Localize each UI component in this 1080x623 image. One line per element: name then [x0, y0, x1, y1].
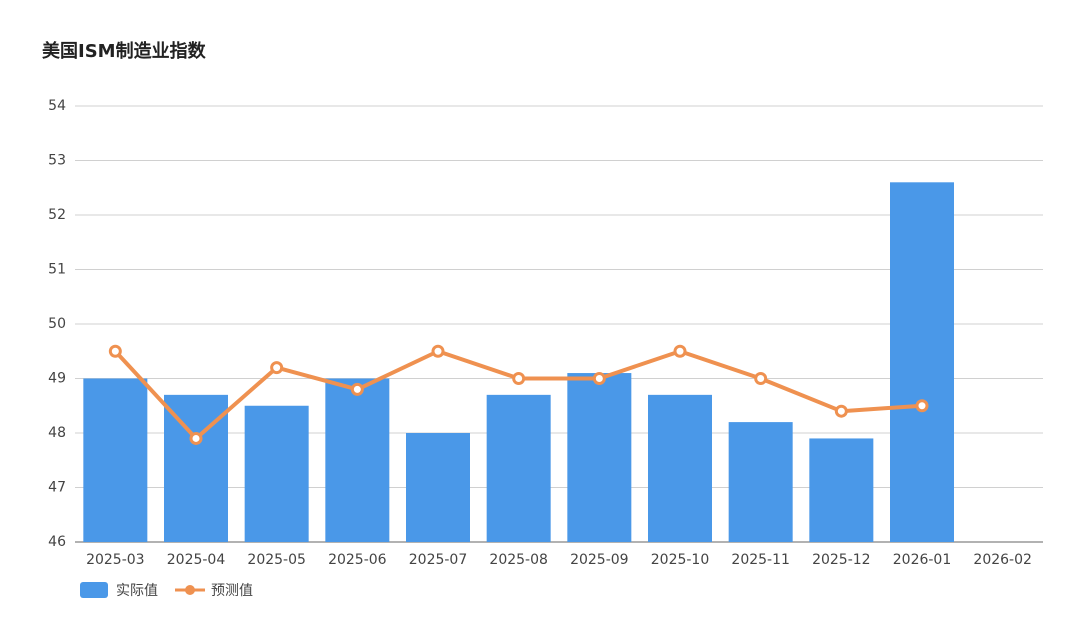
y-tick-label: 52 — [48, 207, 66, 223]
line-point — [512, 372, 526, 385]
chart-title: 美国ISM制造业指数 — [42, 40, 207, 62]
y-tick-label: 48 — [48, 425, 66, 441]
x-tick-label: 2025-11 — [731, 552, 790, 568]
legend-label: 预测值 — [211, 583, 253, 599]
x-tick-label: 2025-07 — [409, 552, 468, 568]
legend-swatch — [185, 585, 195, 595]
bar — [809, 438, 874, 542]
bar — [406, 433, 470, 542]
x-tick-label: 2025-05 — [247, 552, 306, 568]
x-tick-label: 2026-02 — [973, 552, 1032, 568]
x-tick-label: 2025-09 — [570, 552, 629, 568]
y-tick-label: 54 — [48, 98, 66, 114]
bar — [325, 378, 390, 542]
line-point — [270, 361, 284, 375]
y-tick-label: 46 — [48, 534, 66, 550]
bar — [890, 182, 954, 543]
line-point — [431, 344, 445, 358]
y-tick-label: 50 — [48, 316, 66, 332]
line-point — [915, 399, 929, 413]
line-point — [350, 382, 364, 396]
x-tick-label: 2025-12 — [812, 552, 871, 568]
bar — [83, 378, 148, 542]
line-point — [754, 372, 768, 385]
bar — [567, 373, 632, 542]
x-tick-label: 2025-08 — [489, 552, 548, 568]
line-point — [592, 372, 606, 385]
bar — [648, 394, 712, 542]
y-tick-label: 49 — [48, 371, 66, 387]
line-point — [108, 344, 122, 358]
y-tick-label: 47 — [48, 480, 66, 496]
x-tick-label: 2025-03 — [86, 552, 145, 568]
bar — [486, 394, 551, 542]
legend-label: 实际值 — [116, 583, 158, 599]
x-tick-label: 2026-01 — [893, 552, 952, 568]
y-tick-label: 51 — [48, 262, 66, 278]
bar — [728, 422, 793, 542]
bar — [244, 405, 309, 542]
line-point — [834, 404, 848, 418]
x-tick-label: 2025-04 — [167, 552, 226, 568]
line-point — [189, 431, 203, 445]
x-tick-label: 2025-06 — [328, 552, 387, 568]
legend-swatch — [80, 582, 108, 598]
x-tick-label: 2025-10 — [651, 552, 710, 568]
y-tick-label: 53 — [48, 153, 66, 169]
line-point — [673, 344, 687, 358]
